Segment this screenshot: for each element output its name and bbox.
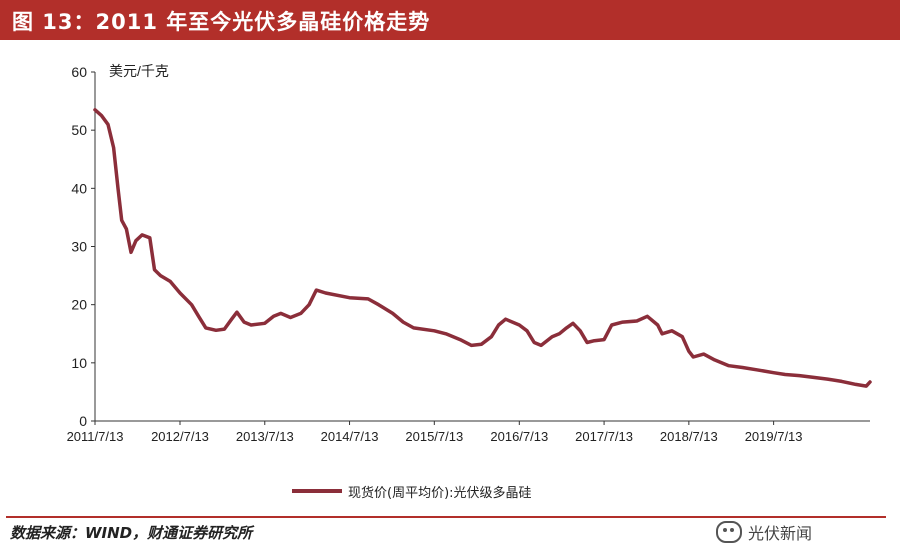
footer-divider [6, 516, 886, 518]
chart-area: 0 10 20 30 40 50 60 2011/7/13 2012/7/13 2013/7/13… [0, 40, 900, 520]
y-tick-label: 0 [79, 413, 87, 429]
data-source: 数据来源：WIND，财通证券研究所 [10, 524, 253, 542]
figure-title: 图 13：2011 年至今光伏多晶硅价格走势 [12, 10, 431, 34]
x-tick-label: 2012/7/13 [151, 429, 209, 444]
y-axis-label: 美元/千克 [109, 63, 169, 79]
legend-swatch [292, 489, 342, 493]
watermark-text: 光伏新闻 [748, 524, 813, 543]
chart-legend: 现货价(周平均价):光伏级多晶硅 [292, 482, 532, 501]
x-tick-label: 2019/7/13 [745, 429, 803, 444]
series-line [93, 108, 872, 388]
price-line-chart: 0 10 20 30 40 50 60 2011/7/13 2012/7/13 2013/7/13… [67, 63, 872, 444]
y-tick-label: 40 [71, 180, 87, 196]
x-tick-label: 2018/7/13 [660, 429, 718, 444]
chat-bubble-icon [716, 521, 742, 543]
y-tick-label: 20 [71, 297, 87, 313]
figure-header: 图 13：2011 年至今光伏多晶硅价格走势 [0, 0, 900, 40]
y-tick-label: 30 [71, 239, 87, 255]
y-tick-label: 10 [71, 355, 87, 371]
x-tick-label: 2011/7/13 [67, 429, 124, 444]
x-tick-label: 2017/7/13 [575, 429, 633, 444]
x-tick-label: 2014/7/13 [321, 429, 379, 444]
legend-label: 现货价(周平均价):光伏级多晶硅 [348, 485, 532, 501]
y-tick-label: 50 [71, 122, 87, 138]
x-tick-label: 2015/7/13 [405, 429, 463, 444]
y-tick-label: 60 [71, 64, 87, 80]
x-tick-label: 2016/7/13 [490, 429, 548, 444]
x-tick-label: 2013/7/13 [236, 429, 294, 444]
watermark: 光伏新闻 [716, 520, 812, 544]
